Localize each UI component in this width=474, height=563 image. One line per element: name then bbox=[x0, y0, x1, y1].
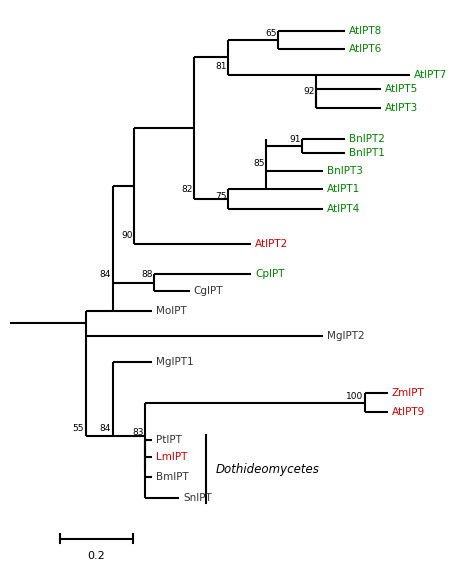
Text: AtIPT2: AtIPT2 bbox=[255, 239, 288, 249]
Text: CpIPT: CpIPT bbox=[255, 269, 284, 279]
Text: AtIPT6: AtIPT6 bbox=[349, 44, 382, 54]
Text: 82: 82 bbox=[181, 185, 192, 194]
Text: MoIPT: MoIPT bbox=[156, 306, 187, 316]
Text: AtIPT3: AtIPT3 bbox=[385, 103, 418, 113]
Text: PtIPT: PtIPT bbox=[156, 435, 182, 445]
Text: 65: 65 bbox=[265, 29, 277, 38]
Text: AtIPT8: AtIPT8 bbox=[349, 26, 382, 36]
Text: SnIPT: SnIPT bbox=[183, 493, 212, 503]
Text: AtIPT9: AtIPT9 bbox=[392, 408, 425, 417]
Text: 55: 55 bbox=[73, 423, 84, 432]
Text: 84: 84 bbox=[100, 423, 111, 432]
Text: AtIPT1: AtIPT1 bbox=[327, 184, 360, 194]
Text: BmIPT: BmIPT bbox=[156, 472, 189, 482]
Text: BnIPT3: BnIPT3 bbox=[327, 166, 363, 176]
Text: 92: 92 bbox=[303, 87, 315, 96]
Text: CgIPT: CgIPT bbox=[194, 286, 223, 296]
Text: BnIPT1: BnIPT1 bbox=[349, 148, 384, 158]
Text: AtIPT7: AtIPT7 bbox=[414, 70, 447, 79]
Text: Dothideomycetes: Dothideomycetes bbox=[215, 463, 319, 476]
Text: AtIPT5: AtIPT5 bbox=[385, 84, 418, 93]
Text: MgIPT1: MgIPT1 bbox=[156, 357, 193, 367]
Text: ZmIPT: ZmIPT bbox=[392, 388, 425, 399]
Text: 75: 75 bbox=[215, 192, 227, 201]
Text: MgIPT2: MgIPT2 bbox=[327, 331, 365, 341]
Text: 88: 88 bbox=[141, 270, 153, 279]
Text: BnIPT2: BnIPT2 bbox=[349, 133, 384, 144]
Text: LmIPT: LmIPT bbox=[156, 452, 187, 462]
Text: 100: 100 bbox=[346, 392, 364, 401]
Text: 85: 85 bbox=[253, 159, 264, 168]
Text: 91: 91 bbox=[289, 135, 301, 144]
Text: 90: 90 bbox=[121, 231, 133, 240]
Text: AtIPT4: AtIPT4 bbox=[327, 204, 360, 214]
Text: 84: 84 bbox=[100, 270, 111, 279]
Text: 0.2: 0.2 bbox=[88, 551, 105, 561]
Text: 83: 83 bbox=[132, 428, 144, 437]
Text: 81: 81 bbox=[215, 62, 227, 72]
